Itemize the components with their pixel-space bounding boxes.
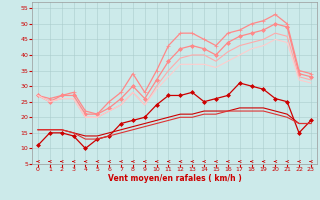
X-axis label: Vent moyen/en rafales ( km/h ): Vent moyen/en rafales ( km/h ) — [108, 174, 241, 183]
